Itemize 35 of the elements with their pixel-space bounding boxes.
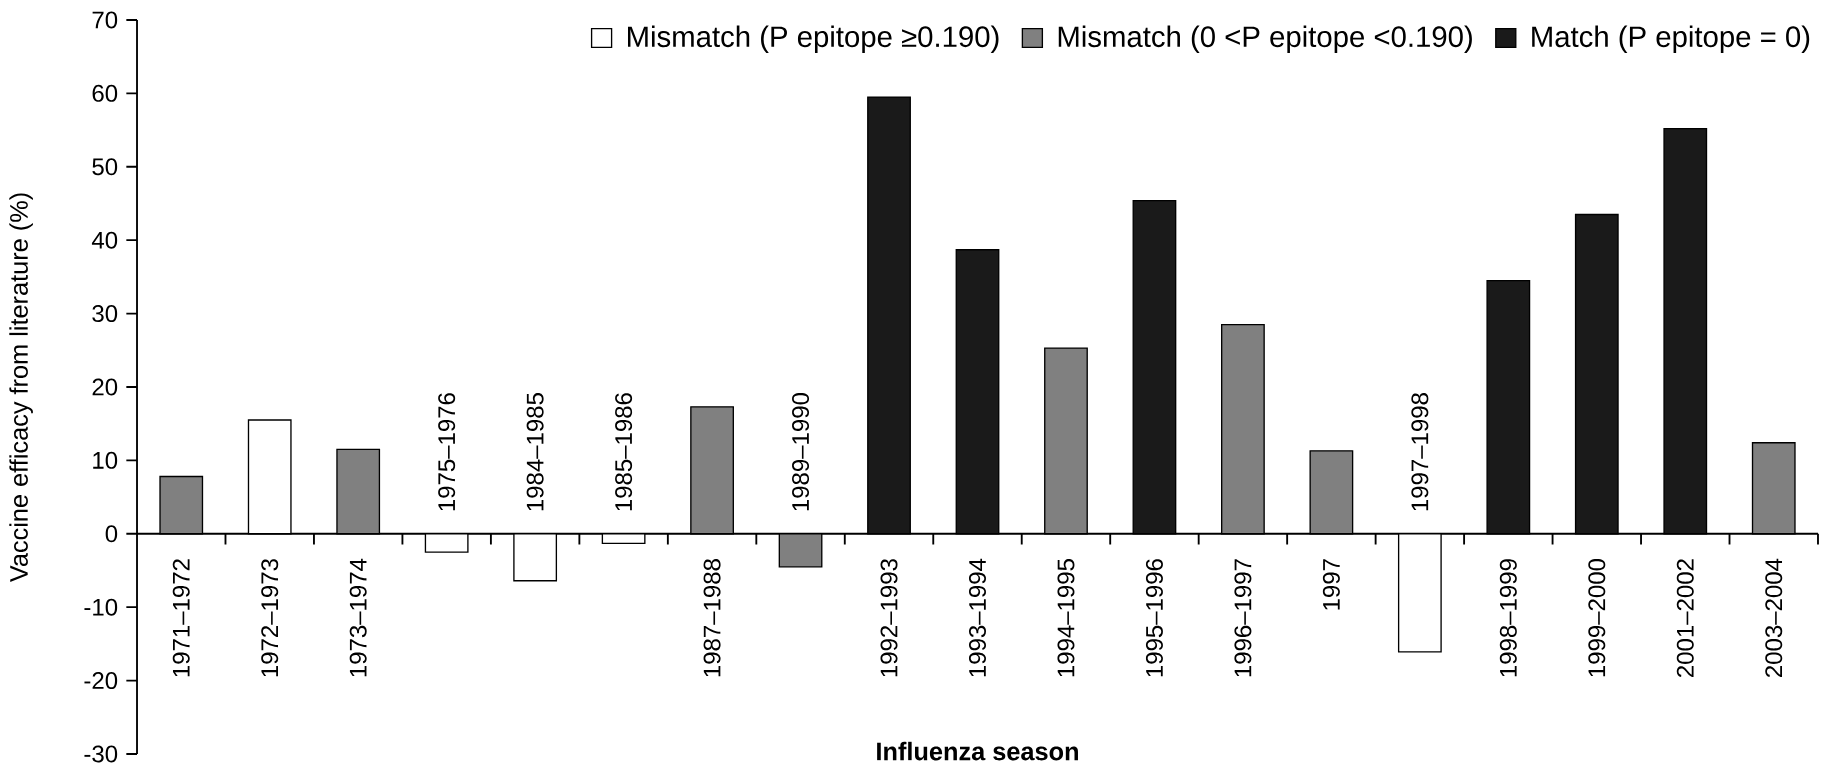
x-tick-label: 1972–1973	[261, 559, 279, 677]
y-tick-label: 40	[91, 231, 118, 249]
x-tick-label: 1971–1972	[172, 559, 190, 677]
x-tick-label: 1987–1988	[703, 559, 721, 677]
y-tick-label: -30	[84, 745, 118, 763]
x-tick-label: 1994–1995	[1057, 559, 1075, 677]
x-tick-label: 1973–1974	[349, 558, 367, 677]
y-axis-title: Vaccine efficacy from literature (%)	[9, 193, 33, 583]
y-tick-label: 70	[92, 11, 118, 29]
legend-label: Match (P epitope = 0)	[1532, 25, 1810, 53]
x-tick-label: 1996–1997	[1234, 559, 1252, 677]
x-tick-label: 1992–1993	[880, 559, 898, 677]
x-tick-label: 1985–1986	[615, 393, 633, 511]
y-tick-label: 50	[92, 158, 118, 176]
x-tick-label: 1998–1999	[1499, 559, 1517, 677]
x-tick-label: 1984–1985	[526, 393, 544, 511]
x-tick-label: 1993–1994	[968, 558, 986, 677]
x-tick-label: 2001–2002	[1676, 559, 1694, 677]
y-tick-label: 30	[92, 305, 118, 323]
x-tick-label: 1997	[1322, 559, 1340, 610]
x-tick-label: 1997–1998	[1411, 393, 1429, 511]
x-axis-title: Influenza season	[877, 741, 1078, 761]
y-tick-label: -20	[84, 672, 118, 690]
x-tick-label: 1989–1990	[792, 393, 810, 511]
x-tick-label: 1995–1996	[1145, 559, 1163, 677]
y-tick-label: 0	[105, 525, 118, 543]
y-tick-label: 60	[92, 84, 118, 102]
legend-label: Mismatch (0 <P epitope <0.190)	[1058, 25, 1472, 53]
legend-label: Mismatch (P epitope ≥0.190)	[628, 25, 999, 53]
y-tick-label: 20	[92, 378, 118, 396]
y-tick-label: 10	[93, 451, 118, 469]
x-tick-label: 2003–2004	[1765, 558, 1783, 677]
x-tick-label: 1975–1976	[438, 393, 456, 511]
y-tick-label: -10	[84, 598, 118, 616]
x-tick-label: 1999–2000	[1588, 559, 1606, 677]
